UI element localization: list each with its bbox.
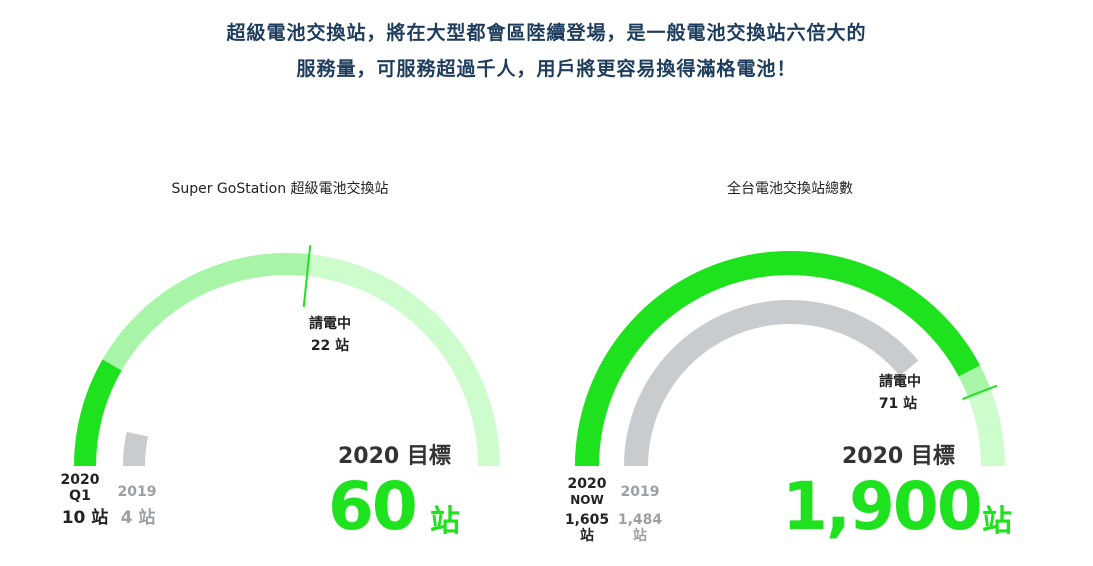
headline-line-2: 服務量，可服務超過千人，用戶將更容易換得滿格電池！	[296, 58, 797, 80]
gauge2-current-value: 1,605	[564, 512, 610, 528]
gauge-super-gostation	[74, 245, 500, 467]
gauge2-charging-value: 71 站	[878, 396, 918, 412]
gauge1-charging-tick	[302, 245, 312, 307]
gauge1-current-year: 2020	[60, 472, 100, 488]
gauge1-charging-value: 22 站	[310, 338, 350, 354]
gauge2-previous-value: 1,484	[617, 512, 663, 528]
gauge1-current-period: Q1	[69, 488, 91, 504]
gauge2-title: 全台電池交換站總數	[727, 181, 853, 197]
gauge2-previous-year: 2019	[620, 484, 660, 500]
gauge1-previous-value: 4 站	[120, 508, 156, 528]
gauge2-current-period: NOW	[570, 493, 604, 507]
gauge1-track	[74, 253, 500, 467]
gauge1-charging-arc	[74, 253, 310, 467]
gauge1-charging-label: 請電中	[309, 316, 351, 332]
gauge1-target-unit: 站	[430, 504, 460, 539]
gauge1-previous-arc	[123, 431, 149, 467]
gauge1-title: Super GoStation 超級電池交換站	[171, 181, 389, 197]
gauge2-current-year: 2020	[567, 476, 607, 492]
gauge1-target-label: 2020 目標	[338, 444, 451, 469]
gauge2-charging-tick	[962, 384, 998, 400]
gauge2-current-arc	[575, 251, 980, 467]
gauge2-charging-label: 請電中	[879, 374, 921, 390]
gauge2-current-unit: 站	[580, 528, 594, 544]
gauge-all-stations	[575, 251, 1005, 467]
gauge1-previous-year: 2019	[117, 484, 157, 500]
headline-line-1: 超級電池交換站，將在大型都會區陸續登場，是一般電池交換站六倍大的	[226, 22, 867, 44]
gauge2-previous-arc	[624, 300, 919, 467]
gauge1-target-value: 60	[328, 468, 418, 545]
gauge2-previous-unit: 站	[633, 528, 647, 544]
gauge2-target-unit: 站	[982, 504, 1012, 539]
gauge1-current-value: 10 站	[61, 508, 109, 528]
gauge2-target-label: 2020 目標	[842, 444, 955, 469]
gauge1-current-arc	[74, 359, 122, 467]
gauge2-target-value: 1,900	[782, 468, 983, 545]
